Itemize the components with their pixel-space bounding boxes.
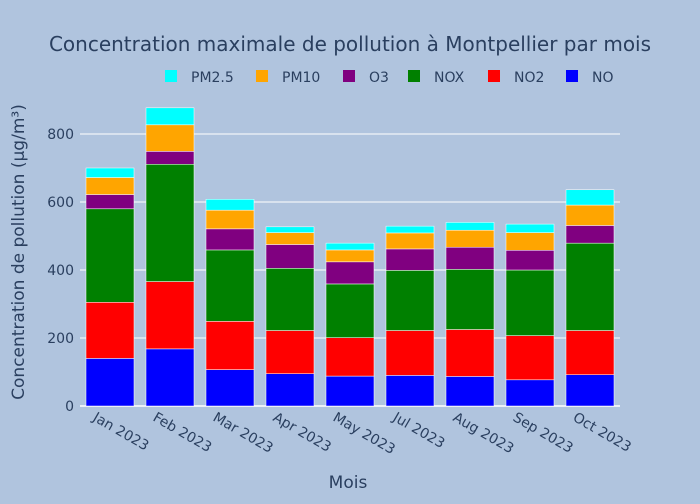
bar-nox-feb-2023[interactable] <box>145 164 195 282</box>
bar-pm10-jan-2023[interactable] <box>85 177 135 195</box>
bar-pm10-oct-2023[interactable] <box>565 204 615 226</box>
bar-o3-sep-2023[interactable] <box>505 250 555 271</box>
bar-no2-jan-2023[interactable] <box>85 302 135 359</box>
legend-label: NO <box>592 70 614 86</box>
bar-nox-aug-2023[interactable] <box>445 269 495 330</box>
bar-pm2-5-mar-2023[interactable] <box>205 199 255 211</box>
bar-no2-sep-2023[interactable] <box>505 335 555 381</box>
chart-title: Concentration maximale de pollution à Mo… <box>49 32 651 56</box>
y-tick-label: 400 <box>47 263 74 279</box>
bar-o3-jan-2023[interactable] <box>85 194 135 210</box>
bar-o3-feb-2023[interactable] <box>145 151 195 165</box>
bar-no2-apr-2023[interactable] <box>265 330 315 374</box>
bar-no-jan-2023[interactable] <box>85 358 135 407</box>
bar-o3-jul-2023[interactable] <box>385 248 435 271</box>
bar-pm2-5-oct-2023[interactable] <box>565 189 615 206</box>
bar-nox-mar-2023[interactable] <box>205 249 255 322</box>
bar-no2-feb-2023[interactable] <box>145 281 195 350</box>
legend-label: NO2 <box>514 70 544 86</box>
bar-pm2-5-feb-2023[interactable] <box>145 107 195 126</box>
y-tick-label: 600 <box>47 195 74 211</box>
bar-pm10-feb-2023[interactable] <box>145 124 195 152</box>
legend-label: NOX <box>434 70 465 86</box>
legend-item-pm2-5[interactable]: PM2.5 <box>165 70 234 86</box>
bar-pm2-5-jul-2023[interactable] <box>385 225 435 234</box>
legend-item-no2[interactable]: NO2 <box>488 70 544 86</box>
bar-nox-jul-2023[interactable] <box>385 270 435 331</box>
legend-item-o3[interactable]: O3 <box>343 70 389 86</box>
bar-nox-oct-2023[interactable] <box>565 242 615 331</box>
bar-pm2-5-apr-2023[interactable] <box>265 226 315 233</box>
legend-swatch <box>566 70 578 82</box>
bar-no-feb-2023[interactable] <box>145 348 195 407</box>
bar-no-sep-2023[interactable] <box>505 379 555 407</box>
y-axis-ticks: 0 200 400 600 800 <box>47 127 74 415</box>
bar-pm10-may-2023[interactable] <box>325 249 375 263</box>
bar-no2-may-2023[interactable] <box>325 337 375 377</box>
legend-swatch <box>256 70 268 82</box>
legend: PM2.5 PM10 O3 NOX NO2 NO <box>165 70 614 86</box>
bar-pm10-sep-2023[interactable] <box>505 232 555 251</box>
bar-no-may-2023[interactable] <box>325 375 375 407</box>
bar-pm10-jul-2023[interactable] <box>385 232 435 250</box>
bar-pm2-5-sep-2023[interactable] <box>505 223 555 233</box>
y-tick-label: 800 <box>47 127 74 143</box>
bar-no2-jul-2023[interactable] <box>385 330 435 376</box>
bar-o3-oct-2023[interactable] <box>565 225 615 244</box>
bar-nox-sep-2023[interactable] <box>505 269 555 336</box>
bar-pm2-5-may-2023[interactable] <box>325 242 375 251</box>
bar-pm10-apr-2023[interactable] <box>265 232 315 245</box>
bar-pm2-5-aug-2023[interactable] <box>445 222 495 231</box>
bar-no2-oct-2023[interactable] <box>565 330 615 375</box>
legend-item-no[interactable]: NO <box>566 70 614 86</box>
bar-no-apr-2023[interactable] <box>265 373 315 407</box>
legend-item-pm10[interactable]: PM10 <box>256 70 320 86</box>
bar-no-oct-2023[interactable] <box>565 374 615 407</box>
x-axis-label: Mois <box>329 473 368 493</box>
legend-label: PM2.5 <box>191 70 234 86</box>
bar-o3-mar-2023[interactable] <box>205 228 255 251</box>
y-axis-label: Concentration de pollution (µg/m³) <box>9 104 29 400</box>
legend-label: PM10 <box>282 70 320 86</box>
legend-label: O3 <box>369 70 389 86</box>
bar-no-mar-2023[interactable] <box>205 369 255 407</box>
legend-swatch <box>343 70 355 82</box>
legend-item-nox[interactable]: NOX <box>408 70 465 86</box>
y-tick-label: 200 <box>47 331 74 347</box>
bar-pm10-aug-2023[interactable] <box>445 229 495 248</box>
bar-no-aug-2023[interactable] <box>445 376 495 407</box>
legend-swatch <box>408 70 420 82</box>
bar-nox-apr-2023[interactable] <box>265 268 315 331</box>
bar-o3-apr-2023[interactable] <box>265 244 315 269</box>
bar-no2-mar-2023[interactable] <box>205 321 255 370</box>
legend-swatch <box>165 70 177 82</box>
bar-nox-may-2023[interactable] <box>325 283 375 338</box>
bar-o3-aug-2023[interactable] <box>445 246 495 270</box>
legend-swatch <box>488 70 500 82</box>
bar-nox-jan-2023[interactable] <box>85 208 135 303</box>
y-tick-label: 0 <box>65 399 74 415</box>
bar-o3-may-2023[interactable] <box>325 261 375 285</box>
bars <box>85 107 615 407</box>
bar-pm2-5-jan-2023[interactable] <box>85 167 135 178</box>
bar-no-jul-2023[interactable] <box>385 375 435 407</box>
bar-no2-aug-2023[interactable] <box>445 329 495 377</box>
bar-pm10-mar-2023[interactable] <box>205 209 255 230</box>
